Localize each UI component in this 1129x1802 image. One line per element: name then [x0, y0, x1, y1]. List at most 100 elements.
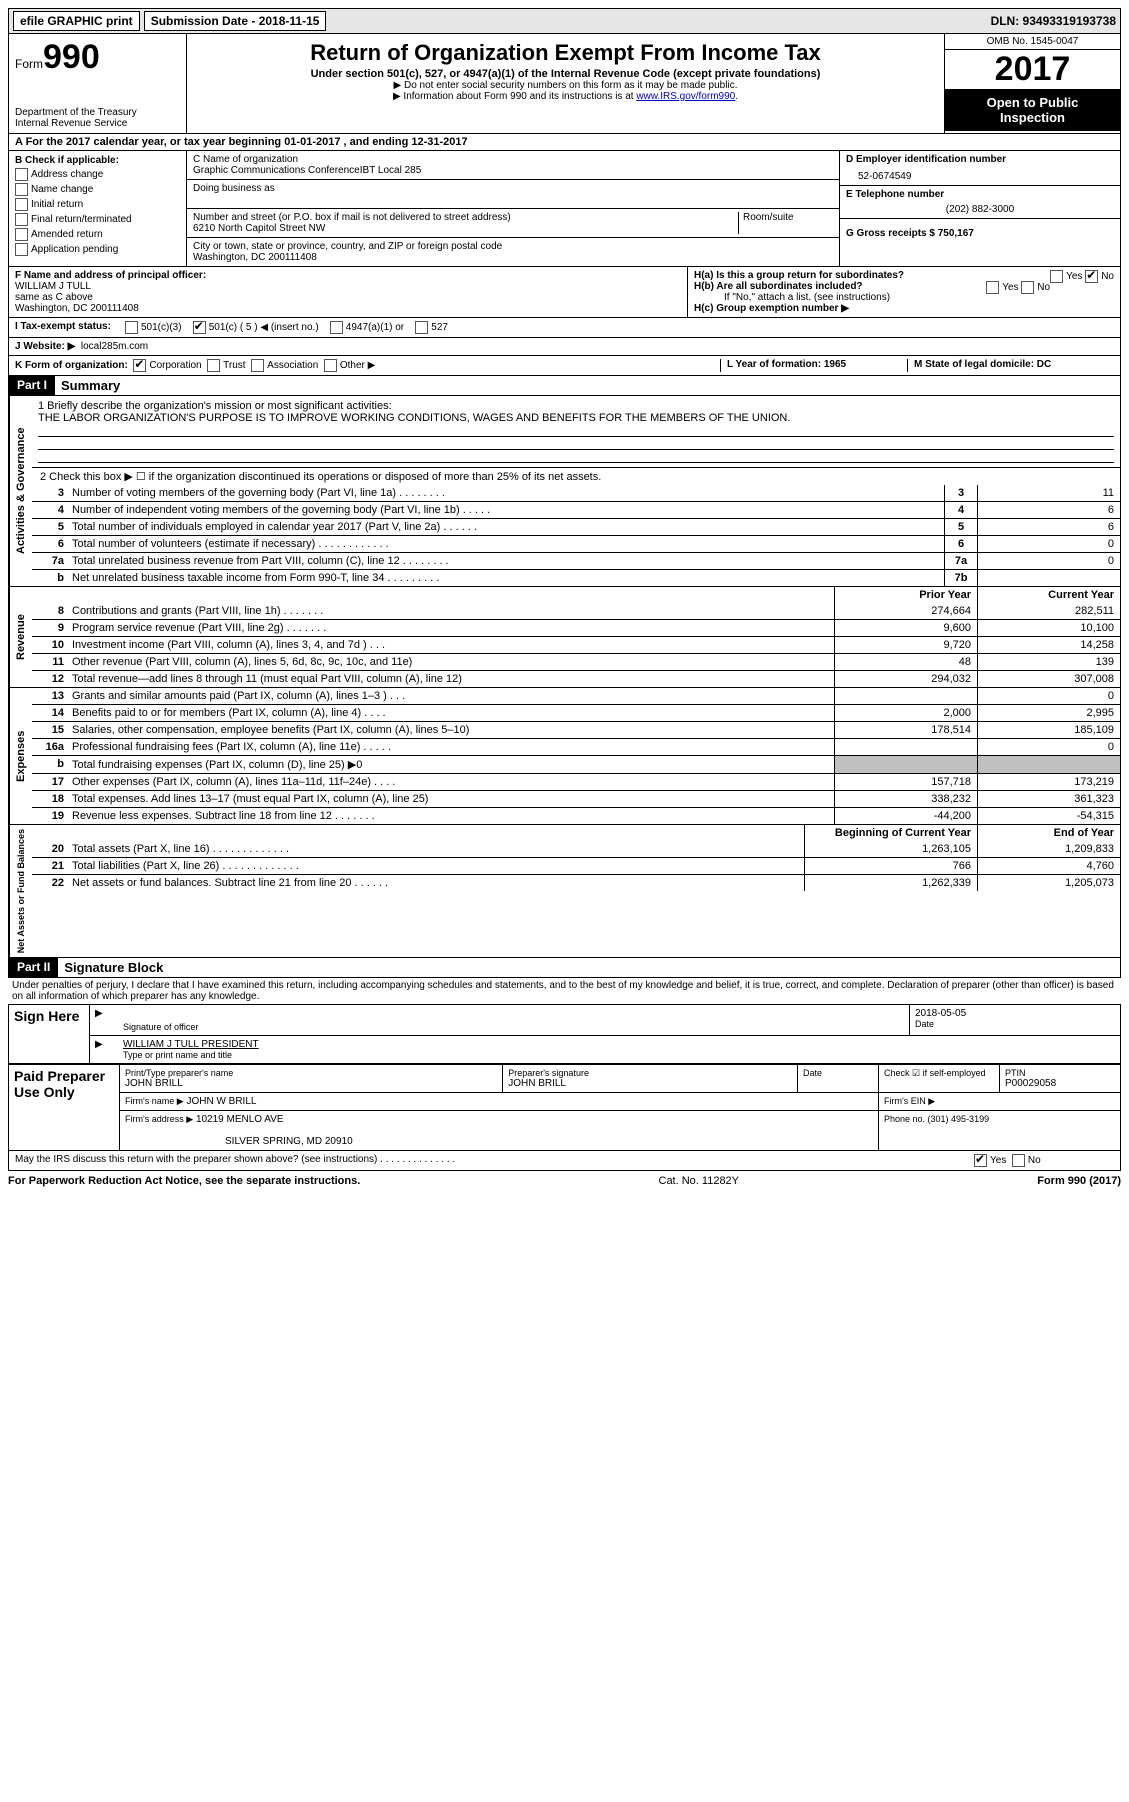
- sig-date-label: Date: [915, 1019, 1115, 1029]
- mission-label: 1 Briefly describe the organization's mi…: [38, 400, 1114, 412]
- note-ssn: ▶ Do not enter social security numbers o…: [193, 80, 938, 91]
- rev-lines: Prior Year Current Year 8Contributions a…: [32, 587, 1120, 687]
- vlabel-net: Net Assets or Fund Balances: [9, 825, 32, 957]
- rev-line-11: 11Other revenue (Part VIII, column (A), …: [32, 653, 1120, 670]
- prep-sig: JOHN BRILL: [508, 1078, 792, 1089]
- org-name-cell: C Name of organization Graphic Communica…: [187, 151, 839, 180]
- rev-line-12: 12Total revenue—add lines 8 through 11 (…: [32, 670, 1120, 687]
- f-label: F Name and address of principal officer:: [15, 270, 681, 281]
- ha-row: H(a) Is this a group return for subordin…: [694, 270, 1114, 281]
- revenue-block: Revenue Prior Year Current Year 8Contrib…: [8, 587, 1121, 688]
- net-lines: Beginning of Current Year End of Year 20…: [32, 825, 1120, 957]
- tax-year: 2017: [945, 50, 1120, 89]
- cb-initial-return[interactable]: Initial return: [15, 198, 180, 211]
- phone-value: (202) 882-3000: [846, 200, 1114, 215]
- firm-addr2: SILVER SPRING, MD 20910: [125, 1136, 353, 1147]
- part2-title: Signature Block: [58, 958, 169, 977]
- firm-name-label: Firm's name ▶: [125, 1096, 184, 1106]
- city-cell: City or town, state or province, country…: [187, 238, 839, 266]
- gov-line-4: 4Number of independent voting members of…: [32, 501, 1120, 518]
- end-year-header: End of Year: [977, 825, 1120, 841]
- header-left: Form990 Department of the Treasury Inter…: [9, 34, 187, 133]
- part1-header: Part I Summary: [8, 376, 1121, 396]
- c-name-label: C Name of organization: [193, 154, 833, 165]
- footer-mid: Cat. No. 11282Y: [659, 1175, 740, 1187]
- exp-lines: 13Grants and similar amounts paid (Part …: [32, 688, 1120, 824]
- dln: DLN: 93493319193738: [991, 14, 1116, 28]
- exp-line-b: bTotal fundraising expenses (Part IX, co…: [32, 755, 1120, 773]
- sign-here-table: Sign Here ▶ Signature of officer 2018-05…: [8, 1004, 1121, 1064]
- part2-tag: Part II: [9, 958, 58, 977]
- hb-note: If "No," attach a list. (see instruction…: [694, 292, 1114, 303]
- sig-date-val: 2018-05-05: [915, 1008, 1115, 1019]
- discuss-row: May the IRS discuss this return with the…: [8, 1151, 1121, 1171]
- gov-line-6: 6Total number of volunteers (estimate if…: [32, 535, 1120, 552]
- officer-city: Washington, DC 200111408: [15, 303, 681, 314]
- d-label: D Employer identification number: [846, 154, 1114, 165]
- gov-line-3: 3Number of voting members of the governi…: [32, 485, 1120, 501]
- cb-amended-return[interactable]: Amended return: [15, 228, 180, 241]
- page-footer: For Paperwork Reduction Act Notice, see …: [8, 1171, 1121, 1187]
- rev-line-8: 8Contributions and grants (Part VIII, li…: [32, 603, 1120, 619]
- footer-right: Form 990 (2017): [1037, 1175, 1121, 1187]
- officer-printed-name: WILLIAM J TULL PRESIDENT: [123, 1039, 1115, 1050]
- sig-officer-label: Signature of officer: [123, 1022, 904, 1032]
- j-label: J Website: ▶: [15, 341, 75, 352]
- exp-line-15: 15Salaries, other compensation, employee…: [32, 721, 1120, 738]
- top-bar: efile GRAPHIC print Submission Date - 20…: [8, 8, 1121, 34]
- net-line-22: 22Net assets or fund balances. Subtract …: [32, 874, 1120, 891]
- gov-line-b: bNet unrelated business taxable income f…: [32, 569, 1120, 586]
- self-emp-label: Check ☑ if self-employed: [884, 1068, 994, 1079]
- expenses-block: Expenses 13Grants and similar amounts pa…: [8, 688, 1121, 825]
- org-name: Graphic Communications ConferenceIBT Loc…: [193, 165, 833, 176]
- note-info: ▶ Information about Form 990 and its ins…: [193, 91, 938, 102]
- f-officer: F Name and address of principal officer:…: [9, 267, 687, 317]
- beg-year-header: Beginning of Current Year: [804, 825, 977, 841]
- col-d-right: D Employer identification number 52-0674…: [839, 151, 1120, 266]
- efile-label[interactable]: efile GRAPHIC print: [13, 11, 140, 31]
- exp-line-16a: 16aProfessional fundraising fees (Part I…: [32, 738, 1120, 755]
- b-title: B Check if applicable:: [15, 155, 180, 166]
- dba-label: Doing business as: [193, 183, 833, 194]
- gov-lines: 1 Briefly describe the organization's mi…: [32, 396, 1120, 586]
- paid-preparer-table: Paid Preparer Use Only Print/Type prepar…: [8, 1064, 1121, 1151]
- addr-value: 6210 North Capitol Street NW: [193, 223, 738, 234]
- irs-label: Internal Revenue Service: [15, 118, 180, 129]
- discuss-yesno: Yes No: [974, 1154, 1114, 1167]
- net-assets-block: Net Assets or Fund Balances Beginning of…: [8, 825, 1121, 958]
- rev-line-10: 10Investment income (Part VIII, column (…: [32, 636, 1120, 653]
- cb-application-pending[interactable]: Application pending: [15, 243, 180, 256]
- footer-left: For Paperwork Reduction Act Notice, see …: [8, 1175, 360, 1187]
- row-j-website: J Website: ▶ local285m.com: [8, 338, 1121, 356]
- ein-value: 52-0674549: [846, 165, 1114, 182]
- form-subtitle: Under section 501(c), 527, or 4947(a)(1)…: [193, 68, 938, 80]
- net-header: Beginning of Current Year End of Year: [32, 825, 1120, 841]
- current-year-header: Current Year: [977, 587, 1120, 603]
- cb-final-return[interactable]: Final return/terminated: [15, 213, 180, 226]
- irs-link[interactable]: www.IRS.gov/form990: [636, 91, 735, 102]
- m-state: M State of legal domicile: DC: [907, 359, 1114, 372]
- part1-tag: Part I: [9, 376, 55, 395]
- i-label: I Tax-exempt status:: [15, 321, 125, 334]
- exp-line-17: 17Other expenses (Part IX, column (A), l…: [32, 773, 1120, 790]
- omb-number: OMB No. 1545-0047: [945, 34, 1120, 50]
- col-c-org-info: C Name of organization Graphic Communica…: [187, 151, 839, 266]
- firm-addr-label: Firm's address ▶: [125, 1114, 193, 1124]
- vlabel-rev: Revenue: [9, 587, 32, 687]
- form-title: Return of Organization Exempt From Incom…: [193, 40, 938, 66]
- prep-name-label: Print/Type preparer's name: [125, 1068, 497, 1078]
- officer-same: same as C above: [15, 292, 681, 303]
- ein-cell: D Employer identification number 52-0674…: [840, 151, 1120, 186]
- gross-receipts-cell: G Gross receipts $ 750,167: [840, 219, 1120, 242]
- row-a-tax-year: A For the 2017 calendar year, or tax yea…: [8, 134, 1121, 151]
- gov-line-7a: 7aTotal unrelated business revenue from …: [32, 552, 1120, 569]
- cb-address-change[interactable]: Address change: [15, 168, 180, 181]
- hc-row: H(c) Group exemption number ▶: [694, 303, 1114, 314]
- header-right: OMB No. 1545-0047 2017 Open to PublicIns…: [944, 34, 1120, 133]
- part2-header: Part II Signature Block: [8, 958, 1121, 978]
- cb-name-change[interactable]: Name change: [15, 183, 180, 196]
- gov-line-5: 5Total number of individuals employed in…: [32, 518, 1120, 535]
- k-section: K Form of organization: Corporation Trus…: [15, 359, 720, 372]
- rev-header: Prior Year Current Year: [32, 587, 1120, 603]
- net-line-20: 20Total assets (Part X, line 16) . . . .…: [32, 841, 1120, 857]
